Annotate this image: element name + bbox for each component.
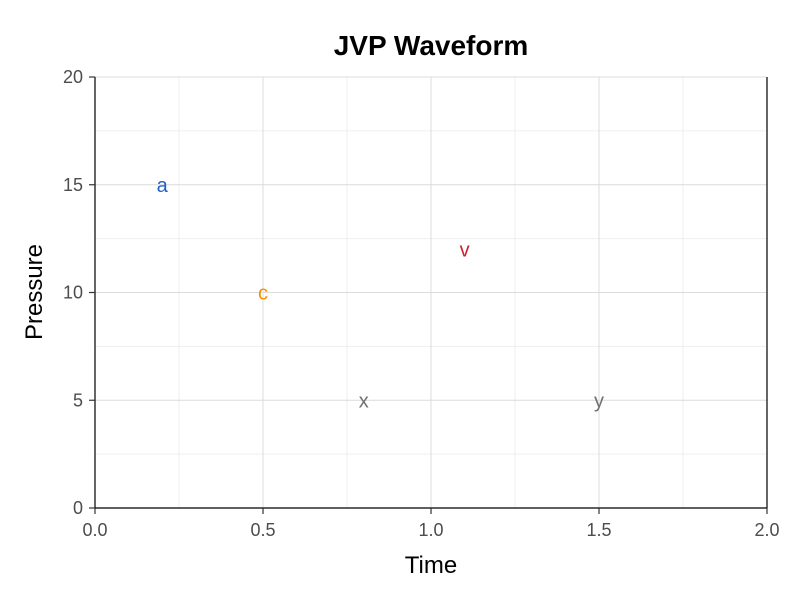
x-tick-label: 1.0 bbox=[418, 520, 443, 540]
point-label-c: c bbox=[258, 283, 268, 305]
y-tick-label: 20 bbox=[63, 67, 83, 87]
grid bbox=[94, 76, 768, 509]
tick-labels: 0.0 0.5 1.0 1.5 2.0 0 5 10 15 20 bbox=[63, 67, 780, 540]
y-tick-label: 15 bbox=[63, 175, 83, 195]
data-points: a c x v y bbox=[157, 175, 604, 413]
x-tick-label: 2.0 bbox=[754, 520, 779, 540]
y-tick-label: 5 bbox=[73, 390, 83, 410]
point-label-y: y bbox=[594, 390, 604, 412]
point-label-x: x bbox=[359, 390, 369, 412]
x-tick-label: 0.5 bbox=[250, 520, 275, 540]
x-tick-label: 1.5 bbox=[586, 520, 611, 540]
point-label-v: v bbox=[460, 239, 470, 261]
x-axis-label: Time bbox=[405, 552, 457, 579]
point-label-a: a bbox=[157, 175, 169, 197]
y-tick-label: 0 bbox=[73, 498, 83, 518]
chart-title: JVP Waveform bbox=[334, 30, 529, 61]
y-axis-label: Pressure bbox=[21, 244, 48, 340]
y-tick-label: 10 bbox=[63, 283, 83, 303]
x-tick-label: 0.0 bbox=[82, 520, 107, 540]
